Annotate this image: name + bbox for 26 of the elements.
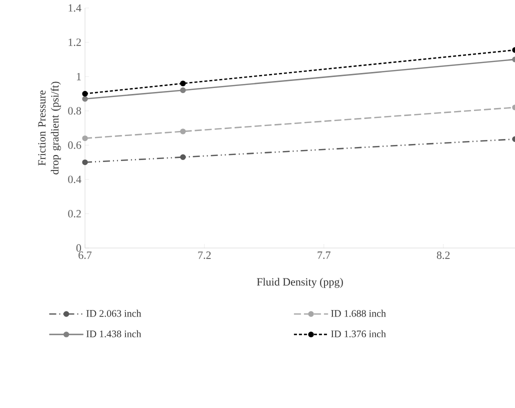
point	[82, 90, 88, 97]
x-tick-label: 6.7	[78, 252, 92, 259]
point	[180, 128, 186, 134]
point	[180, 87, 186, 94]
point	[82, 159, 88, 166]
point	[82, 135, 88, 142]
point	[180, 154, 186, 160]
point	[82, 96, 88, 102]
y-tick-label: 0	[76, 244, 82, 252]
legend-label: ID 2.063 inch	[86, 310, 142, 317]
y-tick-label: 0.4	[68, 176, 82, 184]
y-tick-label: 0.6	[68, 141, 82, 149]
y-tick-label: 0.2	[68, 210, 81, 218]
point	[180, 80, 186, 86]
x-axis-title: Fluid Density (ppg)	[256, 278, 343, 288]
legend-label: ID 1.376 inch	[331, 330, 386, 338]
y-tick-label: 0.8	[68, 107, 82, 115]
legend-label: ID 1.438 inch	[86, 330, 142, 338]
x-tick-label: 8.2	[436, 252, 450, 260]
y-tick-label: 1	[76, 72, 81, 80]
x-tick-label: 7.7	[318, 252, 330, 259]
y-axis-title: Friction Pressure drop gradient (psi/ft)	[38, 82, 61, 174]
x-tick-label: 7.2	[198, 252, 211, 259]
legend-label: ID 1.688 inch	[331, 310, 386, 317]
y-tick-label: 1.4	[68, 4, 82, 12]
y-tick-label: 1.2	[68, 38, 81, 46]
